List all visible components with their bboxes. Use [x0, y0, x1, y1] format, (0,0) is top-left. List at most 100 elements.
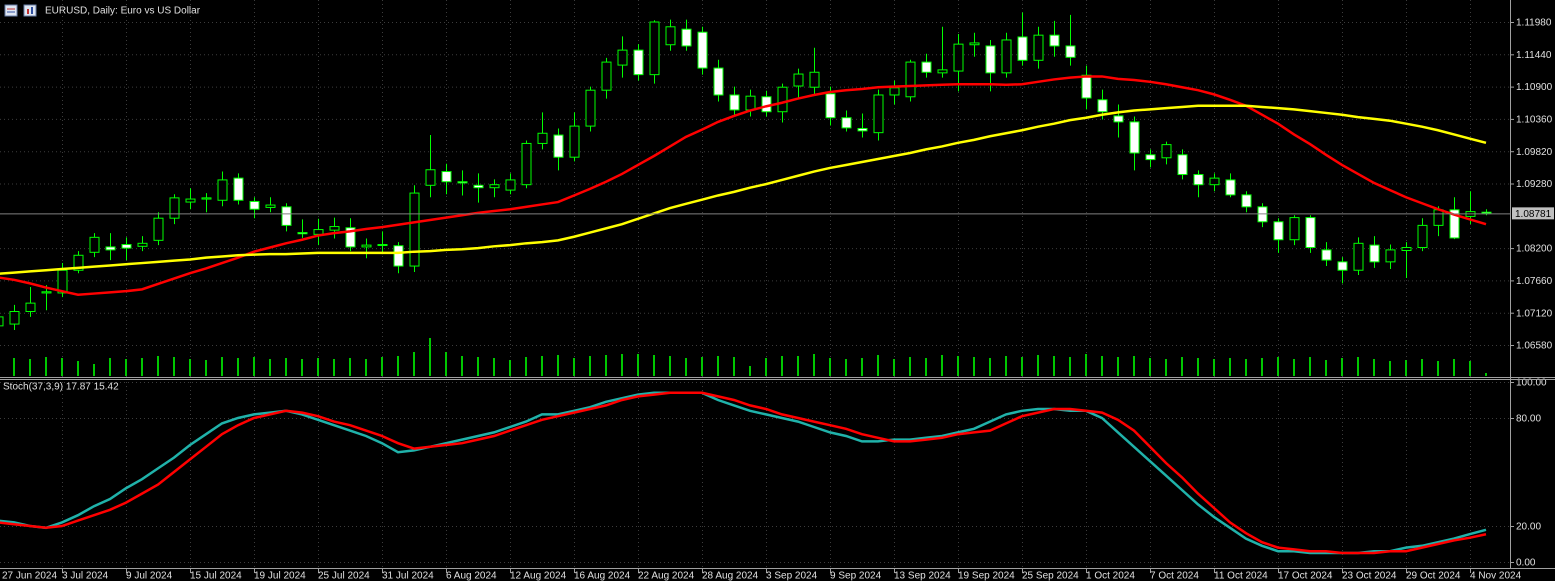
candle-body	[9, 311, 20, 325]
volume-bar	[301, 359, 303, 376]
volume-bar	[669, 356, 671, 376]
candle-body	[1289, 217, 1300, 241]
volume-bar	[61, 358, 63, 376]
x-tick-label: 9 Sep 2024	[830, 571, 882, 581]
volume-bar	[877, 355, 879, 376]
candle-body	[937, 69, 948, 74]
candle-body	[841, 117, 852, 129]
volume-bar	[701, 357, 703, 376]
candle-body	[825, 93, 836, 119]
candle-body	[649, 21, 660, 76]
candle-body	[201, 197, 212, 200]
candle-body	[41, 291, 52, 294]
indicator-line	[0, 391, 1487, 555]
candle-body	[921, 61, 932, 73]
volume-bar	[45, 357, 47, 376]
y-tick-label: 80.00	[1516, 414, 1541, 425]
candle-body	[1145, 154, 1156, 161]
candle-body	[1081, 74, 1092, 99]
candle-body	[425, 169, 436, 186]
volume-bar	[157, 356, 159, 376]
candle-body	[873, 94, 884, 134]
y-tick-label: 20.00	[1516, 522, 1541, 533]
x-tick-label: 12 Aug 2024	[510, 571, 567, 581]
candle-body	[953, 43, 964, 72]
volume-bar	[141, 358, 143, 376]
candle-body	[1337, 261, 1348, 271]
candle-body	[137, 242, 148, 247]
volume-bar	[1293, 359, 1295, 376]
candle-body	[1401, 247, 1412, 251]
candle-body	[329, 226, 340, 231]
x-tick-label: 7 Oct 2024	[1150, 571, 1199, 581]
x-tick-label: 17 Oct 2024	[1278, 571, 1333, 581]
x-tick-label: 4 Nov 2024	[1470, 571, 1522, 581]
volume-bar	[557, 355, 559, 376]
candle-body	[713, 67, 724, 96]
volume-bar	[125, 359, 127, 376]
candle-body	[377, 244, 388, 247]
candle-body	[601, 61, 612, 91]
candle-body	[169, 197, 180, 219]
candle-body	[1001, 39, 1012, 74]
candle-body	[697, 31, 708, 69]
volume-bar	[765, 358, 767, 376]
volume-bar	[1101, 356, 1103, 376]
volume-bar	[1133, 356, 1135, 376]
x-tick-label: 3 Sep 2024	[766, 571, 818, 581]
stochastic-panel	[0, 382, 1510, 568]
volume-bar	[1245, 359, 1247, 376]
volume-bar	[429, 338, 431, 376]
volume-bar	[893, 359, 895, 376]
candle-body	[521, 142, 532, 186]
volume-bar	[1405, 360, 1407, 376]
candle-body	[1385, 249, 1396, 263]
volume-bar	[1021, 357, 1023, 376]
candle-body	[889, 87, 900, 96]
candle-body	[1113, 115, 1124, 123]
y-tick-label: 1.07120	[1516, 308, 1553, 319]
volume-bar	[989, 358, 991, 376]
candle-body	[1449, 209, 1460, 239]
volume-bar	[317, 358, 319, 376]
candle-body	[457, 181, 468, 184]
candle-body	[1033, 34, 1044, 61]
candle-body	[0, 316, 4, 327]
candle-body	[1481, 211, 1492, 214]
candle-body	[409, 192, 420, 267]
x-tick-label: 27 Jun 2024	[2, 571, 57, 581]
x-tick-label: 25 Jul 2024	[318, 571, 370, 581]
candle-body	[569, 125, 580, 158]
y-tick-label: 1.09820	[1516, 147, 1553, 158]
x-tick-label: 16 Aug 2024	[574, 571, 631, 581]
y-tick-label: 1.11980	[1516, 18, 1552, 29]
candle-body	[313, 229, 324, 235]
candle-body	[1129, 121, 1140, 154]
volume-bar	[237, 358, 239, 376]
candle-body	[249, 200, 260, 210]
volume-bar	[1069, 357, 1071, 376]
candle-body	[681, 28, 692, 47]
candle-body	[489, 184, 500, 189]
volume-bar	[509, 360, 511, 376]
volume-bar	[349, 358, 351, 376]
volume-bar	[29, 359, 31, 376]
candle-body	[1097, 99, 1108, 113]
x-tick-label: 3 Jul 2024	[62, 571, 109, 581]
symbol-icons	[4, 4, 37, 17]
volume-bar	[941, 355, 943, 376]
x-tick-label: 15 Jul 2024	[190, 571, 242, 581]
candle-body	[745, 95, 756, 111]
volume-bar	[797, 356, 799, 376]
x-tick-label: 29 Oct 2024	[1406, 571, 1461, 581]
volume-bar	[285, 358, 287, 376]
volume-bar	[621, 354, 623, 376]
candle-body	[1305, 217, 1316, 249]
volume-bar	[605, 355, 607, 376]
volume-bar	[253, 357, 255, 376]
volume-bar	[477, 357, 479, 376]
candle-body	[857, 127, 868, 132]
volume-bar	[365, 359, 367, 376]
volume-bar	[829, 358, 831, 376]
